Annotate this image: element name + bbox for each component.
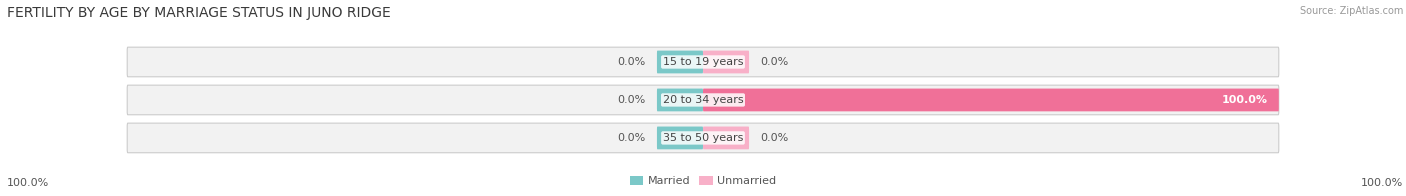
FancyBboxPatch shape <box>703 51 749 73</box>
Text: 20 to 34 years: 20 to 34 years <box>662 95 744 105</box>
Text: 0.0%: 0.0% <box>761 57 789 67</box>
Text: 0.0%: 0.0% <box>617 95 645 105</box>
FancyBboxPatch shape <box>127 85 1279 115</box>
FancyBboxPatch shape <box>127 123 1279 153</box>
FancyBboxPatch shape <box>703 127 749 149</box>
FancyBboxPatch shape <box>127 47 1279 77</box>
Text: FERTILITY BY AGE BY MARRIAGE STATUS IN JUNO RIDGE: FERTILITY BY AGE BY MARRIAGE STATUS IN J… <box>7 6 391 20</box>
Text: 100.0%: 100.0% <box>7 178 49 188</box>
FancyBboxPatch shape <box>703 89 1279 111</box>
Text: 0.0%: 0.0% <box>617 133 645 143</box>
Text: 100.0%: 100.0% <box>1222 95 1267 105</box>
Text: 0.0%: 0.0% <box>761 133 789 143</box>
FancyBboxPatch shape <box>657 51 703 73</box>
Text: 35 to 50 years: 35 to 50 years <box>662 133 744 143</box>
Text: 100.0%: 100.0% <box>1361 178 1403 188</box>
Text: Source: ZipAtlas.com: Source: ZipAtlas.com <box>1299 6 1403 16</box>
FancyBboxPatch shape <box>657 127 703 149</box>
Text: 15 to 19 years: 15 to 19 years <box>662 57 744 67</box>
Text: 0.0%: 0.0% <box>617 57 645 67</box>
Legend: Married, Unmarried: Married, Unmarried <box>626 171 780 191</box>
FancyBboxPatch shape <box>657 89 703 111</box>
